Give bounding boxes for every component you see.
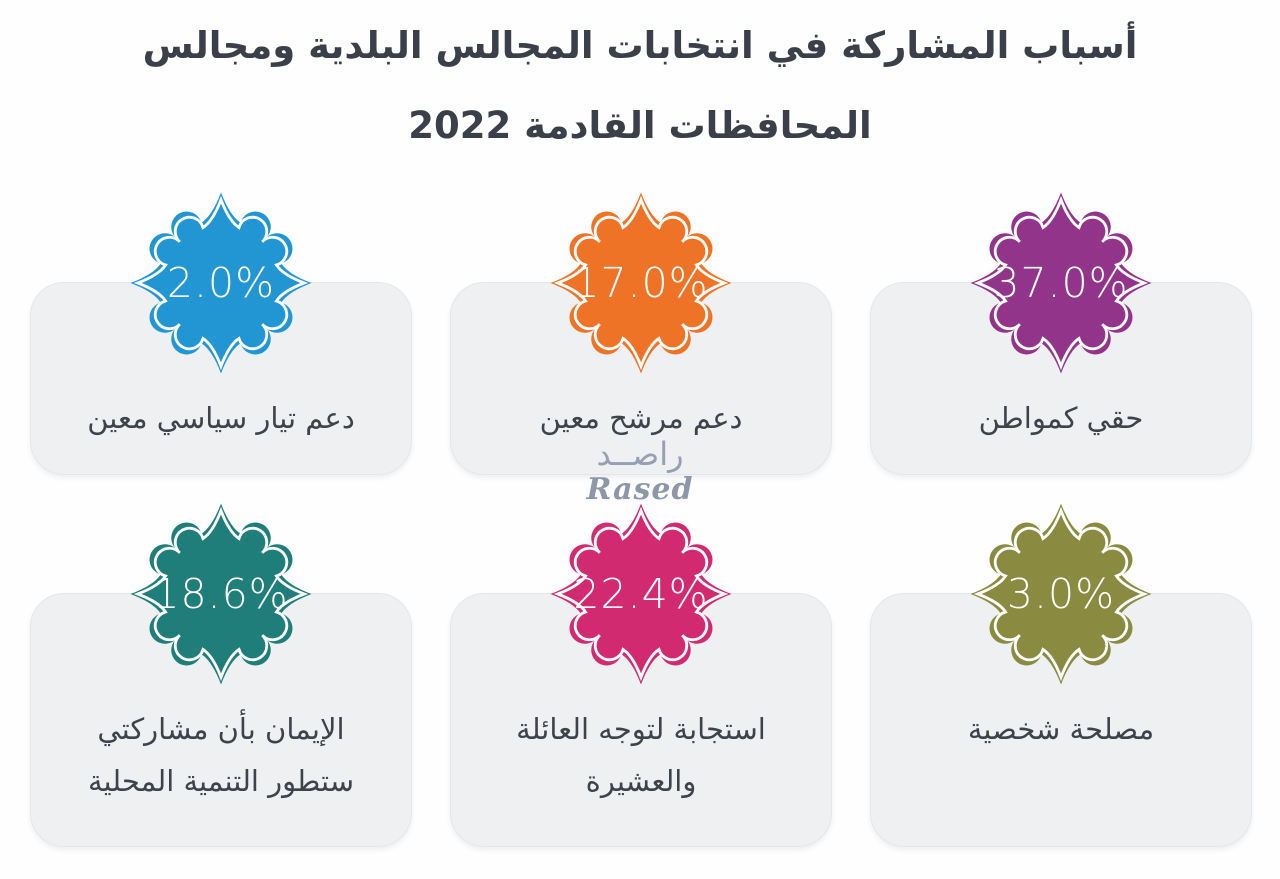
page-title: أسباب المشاركة في انتخابات المجالس البلد… — [0, 6, 1280, 166]
reason-card-family-tribe: 22.4% استجابة لتوجه العائلة والعشيرة — [450, 503, 832, 847]
percentage-value: 22.4% — [573, 570, 709, 618]
rosette-badge: 3.0% — [966, 499, 1156, 689]
reason-label: استجابة لتوجه العائلة والعشيرة — [516, 712, 766, 798]
reason-label: حقي كمواطن — [978, 401, 1144, 435]
percentage-value: 2.0% — [166, 259, 276, 307]
reason-card-political-current: 2.0% دعم تيار سياسي معين — [30, 192, 412, 475]
reason-label: دعم مرشح معين — [539, 401, 743, 435]
reason-card-local-development: 18.6% الإيمان بأن مشاركتي ستطور التنمية … — [30, 503, 412, 847]
percentage-value: 37.0% — [993, 259, 1129, 307]
reason-card-candidate-support: 17.0% دعم مرشح معين — [450, 192, 832, 475]
reason-label: دعم تيار سياسي معين — [87, 401, 355, 435]
percentage-value: 18.6% — [153, 570, 289, 618]
reason-card-citizen-right: 37.0% حقي كمواطن — [870, 192, 1252, 475]
reason-card-personal-interest: 3.0% مصلحة شخصية — [870, 503, 1252, 847]
percentage-value: 3.0% — [1006, 570, 1116, 618]
reason-label: مصلحة شخصية — [967, 712, 1155, 746]
rosette-badge: 22.4% — [546, 499, 736, 689]
reason-label: الإيمان بأن مشاركتي ستطور التنمية المحلي… — [88, 712, 354, 798]
rosette-badge: 37.0% — [966, 188, 1156, 378]
rosette-badge: 2.0% — [126, 188, 316, 378]
page-title-line-1: أسباب المشاركة في انتخابات المجالس البلد… — [142, 24, 1138, 67]
percentage-value: 17.0% — [573, 259, 709, 307]
rosette-badge: 17.0% — [546, 188, 736, 378]
page-title-line-2: المحافظات القادمة 2022 — [408, 104, 872, 147]
rosette-badge: 18.6% — [126, 499, 316, 689]
